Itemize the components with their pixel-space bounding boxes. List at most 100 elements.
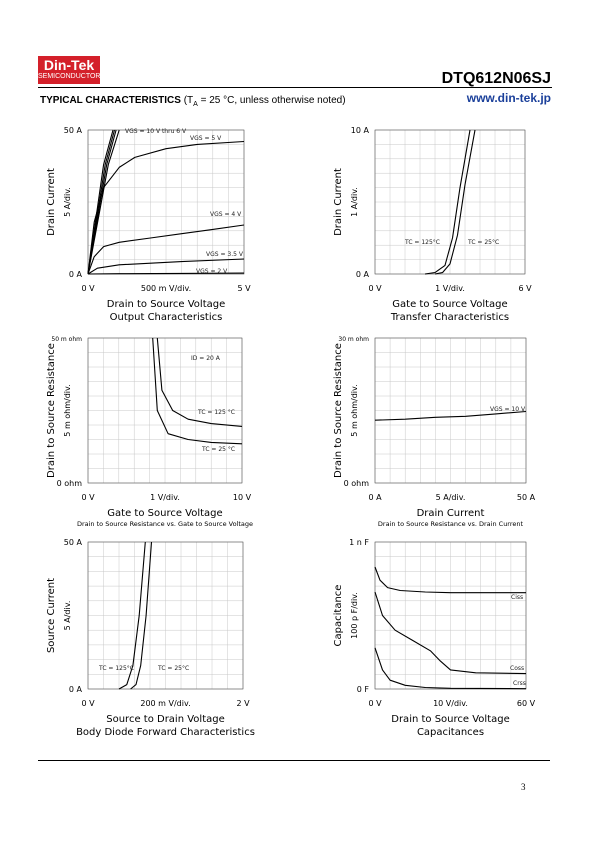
company-logo: Din-Tek SEMICONDUCTOR [38, 56, 100, 84]
typical-characteristics-heading: TYPICAL CHARACTERISTICS (TA = 25 °C, unl… [40, 95, 346, 108]
y-division-label: 5 A/div. [63, 601, 72, 631]
series-line-0 [424, 129, 471, 275]
y-min-label: 0 ohm [57, 479, 83, 488]
y-division-label: 5 m ohm/div. [350, 384, 359, 436]
x-division-label: 200 m V/div. [140, 699, 190, 708]
y-max-label: 1 n F [349, 538, 369, 547]
grid [374, 129, 526, 275]
chart-subtitle: Body Diode Forward Characteristics [76, 727, 255, 738]
y-max-label: 50 m ohm [51, 336, 82, 343]
curve-annotation: TC = 25°C [467, 239, 499, 246]
x-min-label: 0 V [81, 284, 95, 293]
series-line-2 [374, 647, 527, 690]
page-number: 3 [521, 782, 526, 792]
x-min-label: 0 V [368, 284, 382, 293]
y-division-label: 100 p F/div. [350, 592, 359, 639]
curve-annotation: Ciss [511, 594, 523, 601]
y-axis-title: Drain Current [46, 168, 57, 236]
chart-subtitle: Output Characteristics [110, 312, 223, 323]
curve-annotation: TC = 25°C [157, 665, 189, 672]
curve-annotation: VGS = 4 V [210, 211, 242, 218]
heading-cond-pre: (T [183, 95, 194, 106]
x-division-label: 5 A/div. [436, 493, 466, 502]
chart-subtitle: Capacitances [417, 727, 484, 738]
grid [87, 337, 243, 484]
y-min-label: 0 A [356, 270, 370, 279]
y-max-label: 10 A [351, 126, 370, 135]
curve-annotation: TC = 125 °C [197, 409, 235, 416]
y-division-label: 5 A/div. [63, 187, 72, 217]
curve-annotation: VGS = 3.5 V [206, 251, 244, 258]
transfer-characteristics-chart: TC = 125°C TC = 25°C 10 A 0 A 0 V 1 V/div. 6 V… [333, 126, 532, 323]
y-axis-title: Capacitance [333, 585, 344, 647]
series-line-0 [374, 566, 526, 594]
logo-line2: SEMICONDUCTOR [38, 73, 101, 80]
curve-annotation: Coss [510, 665, 524, 672]
body-diode-chart: TC = 125°C TC = 25°C 50 A 0 A 0 V 200 m V/div… [46, 538, 255, 738]
y-division-label: 1 A/div. [350, 187, 359, 217]
y-min-label: 0 A [69, 270, 83, 279]
x-max-label: 2 V [236, 699, 250, 708]
x-division-label: 1 V/div. [150, 493, 180, 502]
website-link[interactable]: www.din-tek.jp [466, 91, 551, 105]
plot-border [87, 337, 243, 484]
curve-annotation: VGS = 10 V thru 6 V [125, 128, 187, 135]
x-min-label: 0 V [368, 699, 382, 708]
series-line-7 [87, 272, 245, 275]
series-line-1 [434, 129, 476, 275]
x-min-label: 0 V [81, 493, 95, 502]
curve-annotation: ID = 20 A [191, 355, 221, 362]
plot-border [87, 541, 244, 690]
series-line-0 [156, 337, 243, 427]
series-line-5 [87, 224, 245, 275]
curve-annotation: TC = 25 °C [201, 446, 235, 453]
x-min-label: 0 V [81, 699, 95, 708]
series-line-1 [152, 337, 243, 445]
x-axis-title: Source to Drain Voltage [106, 714, 225, 725]
capacitance-chart: Ciss Coss Crss 1 n F 0 F 0 V 10 V/div. 60 V Capa… [333, 538, 536, 738]
x-axis-title: Drain to Source Voltage [107, 299, 226, 310]
curve-annotation: VGS = 2 V [196, 268, 228, 275]
y-axis-title: Source Current [46, 578, 57, 653]
part-number: DTQ612N06SJ [441, 70, 551, 87]
heading-cond-sub: A [193, 101, 198, 108]
grid [374, 541, 527, 690]
plot-border [374, 129, 526, 275]
curve-annotation: TC = 125°C [404, 239, 440, 246]
series-line-1 [130, 541, 153, 690]
series-line-4 [87, 140, 245, 275]
header-rule [38, 87, 552, 88]
y-axis-title: Drain to Source Resistance [333, 343, 344, 478]
series-line-6 [87, 258, 245, 275]
chart-subtitle: Transfer Characteristics [390, 312, 509, 323]
series-line-3 [87, 129, 120, 275]
footer-rule [38, 760, 550, 761]
y-max-label: 30 m ohm [338, 336, 369, 343]
x-axis-title: Gate to Source Voltage [107, 508, 222, 519]
x-division-label: 10 V/div. [433, 699, 468, 708]
chart-subtitle: Drain to Source Resistance vs. Drain Cur… [378, 520, 524, 528]
y-axis-title: Drain Current [333, 168, 344, 236]
x-max-label: 50 A [517, 493, 536, 502]
x-max-label: 10 V [233, 493, 252, 502]
series-line-0 [374, 410, 527, 421]
x-max-label: 6 V [518, 284, 532, 293]
logo-line1: Din-Tek [43, 57, 95, 73]
y-max-label: 50 A [64, 126, 83, 135]
x-axis-title: Drain to Source Voltage [391, 714, 510, 725]
curve-annotation: TC = 125°C [98, 665, 134, 672]
y-min-label: 0 ohm [344, 479, 370, 488]
series-line-0 [118, 541, 146, 690]
y-min-label: 0 F [357, 685, 370, 694]
y-max-label: 50 A [64, 538, 83, 547]
rds-vs-vgs-chart: ID = 20 A TC = 125 °C TC = 25 °C 50 m ohm 0 … [46, 336, 253, 528]
rds-vs-id-chart: VGS = 10 V 30 m ohm 0 ohm 0 A 5 A/div. 50 A Dr… [333, 336, 536, 528]
x-division-label: 1 V/div. [435, 284, 465, 293]
curve-annotation: VGS = 5 V [190, 135, 222, 142]
y-division-label: 5 m ohm/div. [63, 384, 72, 436]
curve-annotation: Crss [513, 680, 526, 687]
x-division-label: 500 m V/div. [141, 284, 191, 293]
y-min-label: 0 A [69, 685, 83, 694]
plot-border [374, 337, 527, 484]
x-max-label: 5 V [237, 284, 251, 293]
